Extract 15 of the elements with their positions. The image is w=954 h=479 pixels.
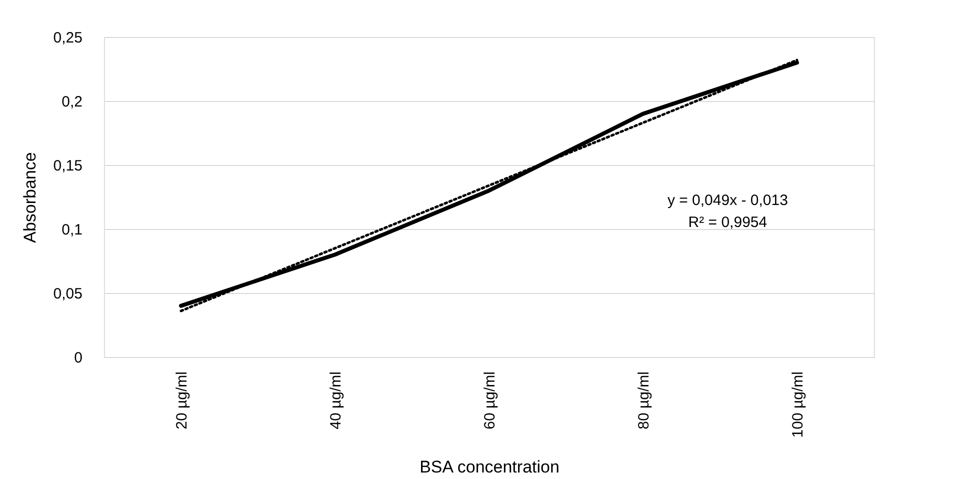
- y-tick-label: 0: [74, 350, 82, 366]
- y-axis-title: Absorbance: [20, 152, 40, 243]
- y-tick-label: 0,2: [62, 94, 82, 110]
- x-tick-label: 20 µg/ml: [174, 372, 190, 430]
- x-tick-label: 60 µg/ml: [482, 372, 498, 430]
- x-tick-label: 40 µg/ml: [328, 372, 344, 430]
- annotation: R² = 0,9954: [688, 214, 768, 232]
- annotation: y = 0,049x - 0,013: [667, 192, 788, 210]
- x-axis-title: BSA concentration: [420, 458, 560, 477]
- x-tick-label: 80 µg/ml: [636, 372, 652, 430]
- y-tick-label: 0,25: [53, 30, 82, 46]
- y-tick-label: 0,05: [53, 286, 82, 302]
- y-tick-label: 0,15: [53, 158, 82, 174]
- x-tick-label: 100 µg/ml: [790, 372, 806, 438]
- y-tick-label: 0,1: [62, 222, 82, 238]
